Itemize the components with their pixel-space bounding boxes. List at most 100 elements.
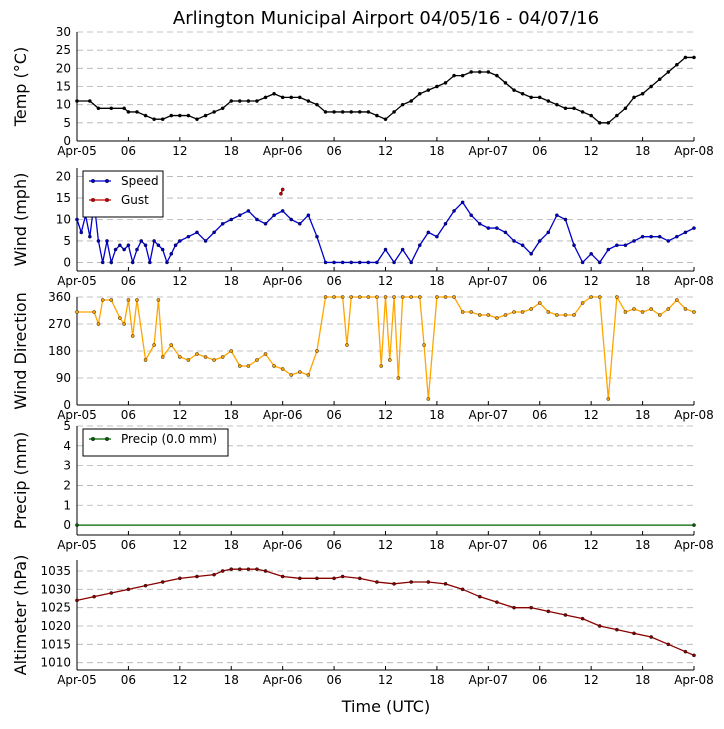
series-altimeter — [75, 567, 696, 658]
data-point — [152, 239, 156, 243]
data-point — [512, 310, 516, 314]
legend-marker — [90, 197, 95, 202]
data-point — [555, 102, 559, 107]
data-point — [178, 355, 182, 359]
data-point — [615, 295, 619, 299]
data-point — [520, 91, 525, 96]
y-tick-label: 0 — [63, 398, 71, 412]
data-point — [143, 243, 148, 248]
x-tick-label: 18 — [429, 274, 444, 288]
data-point — [160, 580, 165, 584]
data-point — [152, 343, 156, 347]
data-point — [666, 239, 671, 243]
x-tick-label: 06 — [532, 673, 547, 687]
x-tick-label: 06 — [532, 408, 547, 422]
x-tick-label: 12 — [584, 673, 599, 687]
data-point — [113, 247, 118, 252]
x-tick-label: 18 — [224, 538, 239, 552]
data-point — [173, 243, 178, 248]
x-tick-label: Apr-05 — [57, 408, 97, 422]
y-tick-label: 0 — [63, 134, 71, 148]
legend-marker — [104, 178, 109, 183]
data-point — [486, 313, 491, 317]
x-tick-label: Apr-05 — [57, 144, 97, 158]
data-point — [375, 580, 379, 584]
data-point — [75, 523, 79, 527]
x-tick-label: Apr-08 — [674, 144, 714, 158]
y-tick-label: 15 — [56, 191, 71, 205]
data-point — [229, 217, 234, 222]
x-tick-label: 18 — [635, 408, 650, 422]
data-point — [417, 295, 422, 299]
data-point — [289, 95, 294, 100]
x-tick-label: 18 — [224, 408, 239, 422]
y-tick-label: 5 — [63, 234, 71, 248]
data-point — [649, 234, 653, 239]
data-point — [92, 594, 96, 599]
y-tick-label: 0 — [63, 518, 71, 532]
data-point — [160, 247, 165, 252]
data-point — [597, 295, 602, 299]
data-point — [572, 313, 576, 317]
x-tick-label: 12 — [584, 144, 599, 158]
data-point — [366, 295, 371, 299]
legend-marker — [104, 197, 109, 202]
series-line — [76, 568, 695, 656]
x-tick-label: Apr-06 — [263, 673, 303, 687]
data-point — [426, 230, 431, 235]
data-point — [477, 594, 482, 599]
data-point — [537, 301, 542, 305]
data-point — [75, 598, 79, 603]
data-point — [606, 121, 611, 125]
data-point — [220, 355, 225, 359]
data-point — [589, 113, 593, 118]
chart-title: Arlington Municipal Airport 04/05/16 - 0… — [173, 8, 599, 29]
y-tick-label: 20 — [56, 61, 71, 75]
x-tick-label: 12 — [584, 538, 599, 552]
x-tick-label: 12 — [378, 408, 393, 422]
data-point — [255, 99, 259, 103]
data-point — [460, 200, 465, 205]
data-point — [632, 95, 636, 100]
data-point — [597, 624, 602, 628]
data-point — [675, 234, 679, 239]
x-tick-label: 12 — [378, 274, 393, 288]
data-point — [375, 295, 379, 299]
data-point — [135, 110, 139, 114]
legend-box — [82, 170, 164, 218]
data-point — [139, 239, 144, 243]
data-point — [640, 310, 645, 314]
x-tick-label: 12 — [584, 408, 599, 422]
data-point — [426, 397, 431, 401]
data-point — [537, 95, 542, 100]
data-point — [683, 649, 688, 654]
panel-wind: 0 5 10 15 20 Apr-05 06 12 18 Apr-06 06 12 18 Apr-07 06… — [11, 168, 714, 288]
data-point — [315, 349, 319, 353]
data-point — [289, 217, 294, 222]
y-tick-label: 20 — [56, 170, 71, 184]
data-point — [156, 243, 161, 248]
data-point — [122, 106, 126, 111]
data-point — [503, 313, 508, 317]
data-point — [229, 567, 234, 571]
data-point — [148, 260, 152, 265]
data-point — [469, 310, 473, 314]
data-point — [529, 307, 533, 311]
data-point — [178, 576, 182, 581]
data-point — [495, 600, 499, 604]
data-point — [649, 307, 653, 311]
x-tick-label: 12 — [172, 538, 187, 552]
legend-marker — [104, 437, 109, 442]
legend-box — [82, 428, 229, 457]
data-point — [238, 567, 242, 571]
y-tick-label: 0 — [63, 255, 71, 269]
x-tick-label: Apr-05 — [57, 673, 97, 687]
series-line — [77, 56, 694, 124]
data-point — [366, 260, 371, 265]
data-point — [477, 313, 482, 317]
data-point — [126, 587, 131, 592]
y-tick-label: 25 — [56, 43, 71, 57]
data-point — [315, 576, 319, 581]
data-point — [195, 117, 199, 121]
